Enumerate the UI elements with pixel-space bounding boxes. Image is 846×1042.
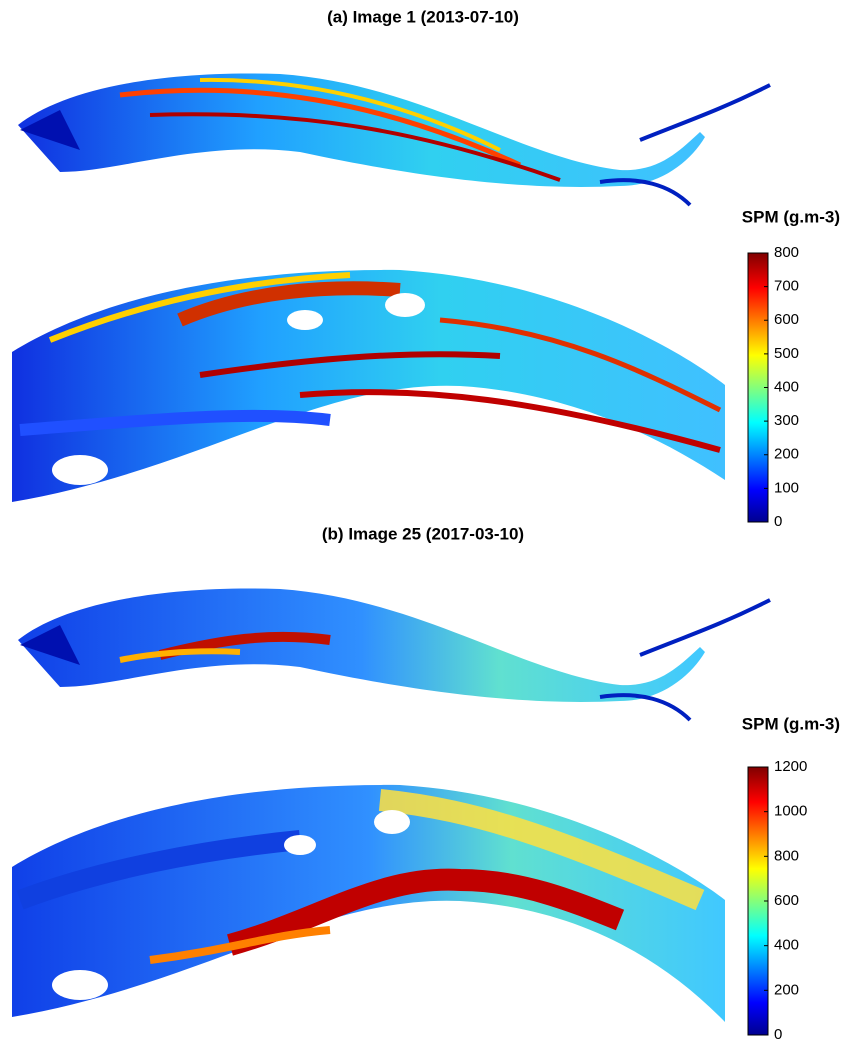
- colorbar-label: SPM (g.m-3): [742, 714, 840, 733]
- colorbar-tick-label: 100: [774, 479, 799, 496]
- colorbar-label: SPM (g.m-3): [742, 207, 840, 226]
- colorbar-tick-label: 300: [774, 412, 799, 429]
- colorbar-tick-label: 0: [774, 513, 782, 530]
- colorbar-tick-label: 0: [774, 1026, 782, 1042]
- colorbar-tick-label: 200: [774, 446, 799, 463]
- colorbar-tick-label: 200: [774, 981, 799, 998]
- colorbar-tick-label: 600: [774, 892, 799, 909]
- colorbar-tick-label: 800: [774, 244, 799, 261]
- panel-title: (a) Image 1 (2013-07-10): [327, 7, 519, 26]
- colorbar-tick-label: 500: [774, 345, 799, 362]
- colorbar-tick-label: 1200: [774, 758, 807, 775]
- map-zoom-b: [12, 784, 725, 1022]
- colorbar-tick-label: 1000: [774, 803, 807, 820]
- colorbar-tick-label: 400: [774, 378, 799, 395]
- map-overview-b: [18, 588, 771, 722]
- panel-title: (b) Image 25 (2017-03-10): [322, 524, 524, 543]
- map-overview-a: [18, 73, 771, 207]
- colorbar-tick-label: 400: [774, 937, 799, 954]
- colorbar-tick-label: 800: [774, 847, 799, 864]
- colorbar-tick-label: 700: [774, 278, 799, 295]
- colorbar-tick-label: 600: [774, 311, 799, 328]
- map-zoom-a: [12, 269, 725, 502]
